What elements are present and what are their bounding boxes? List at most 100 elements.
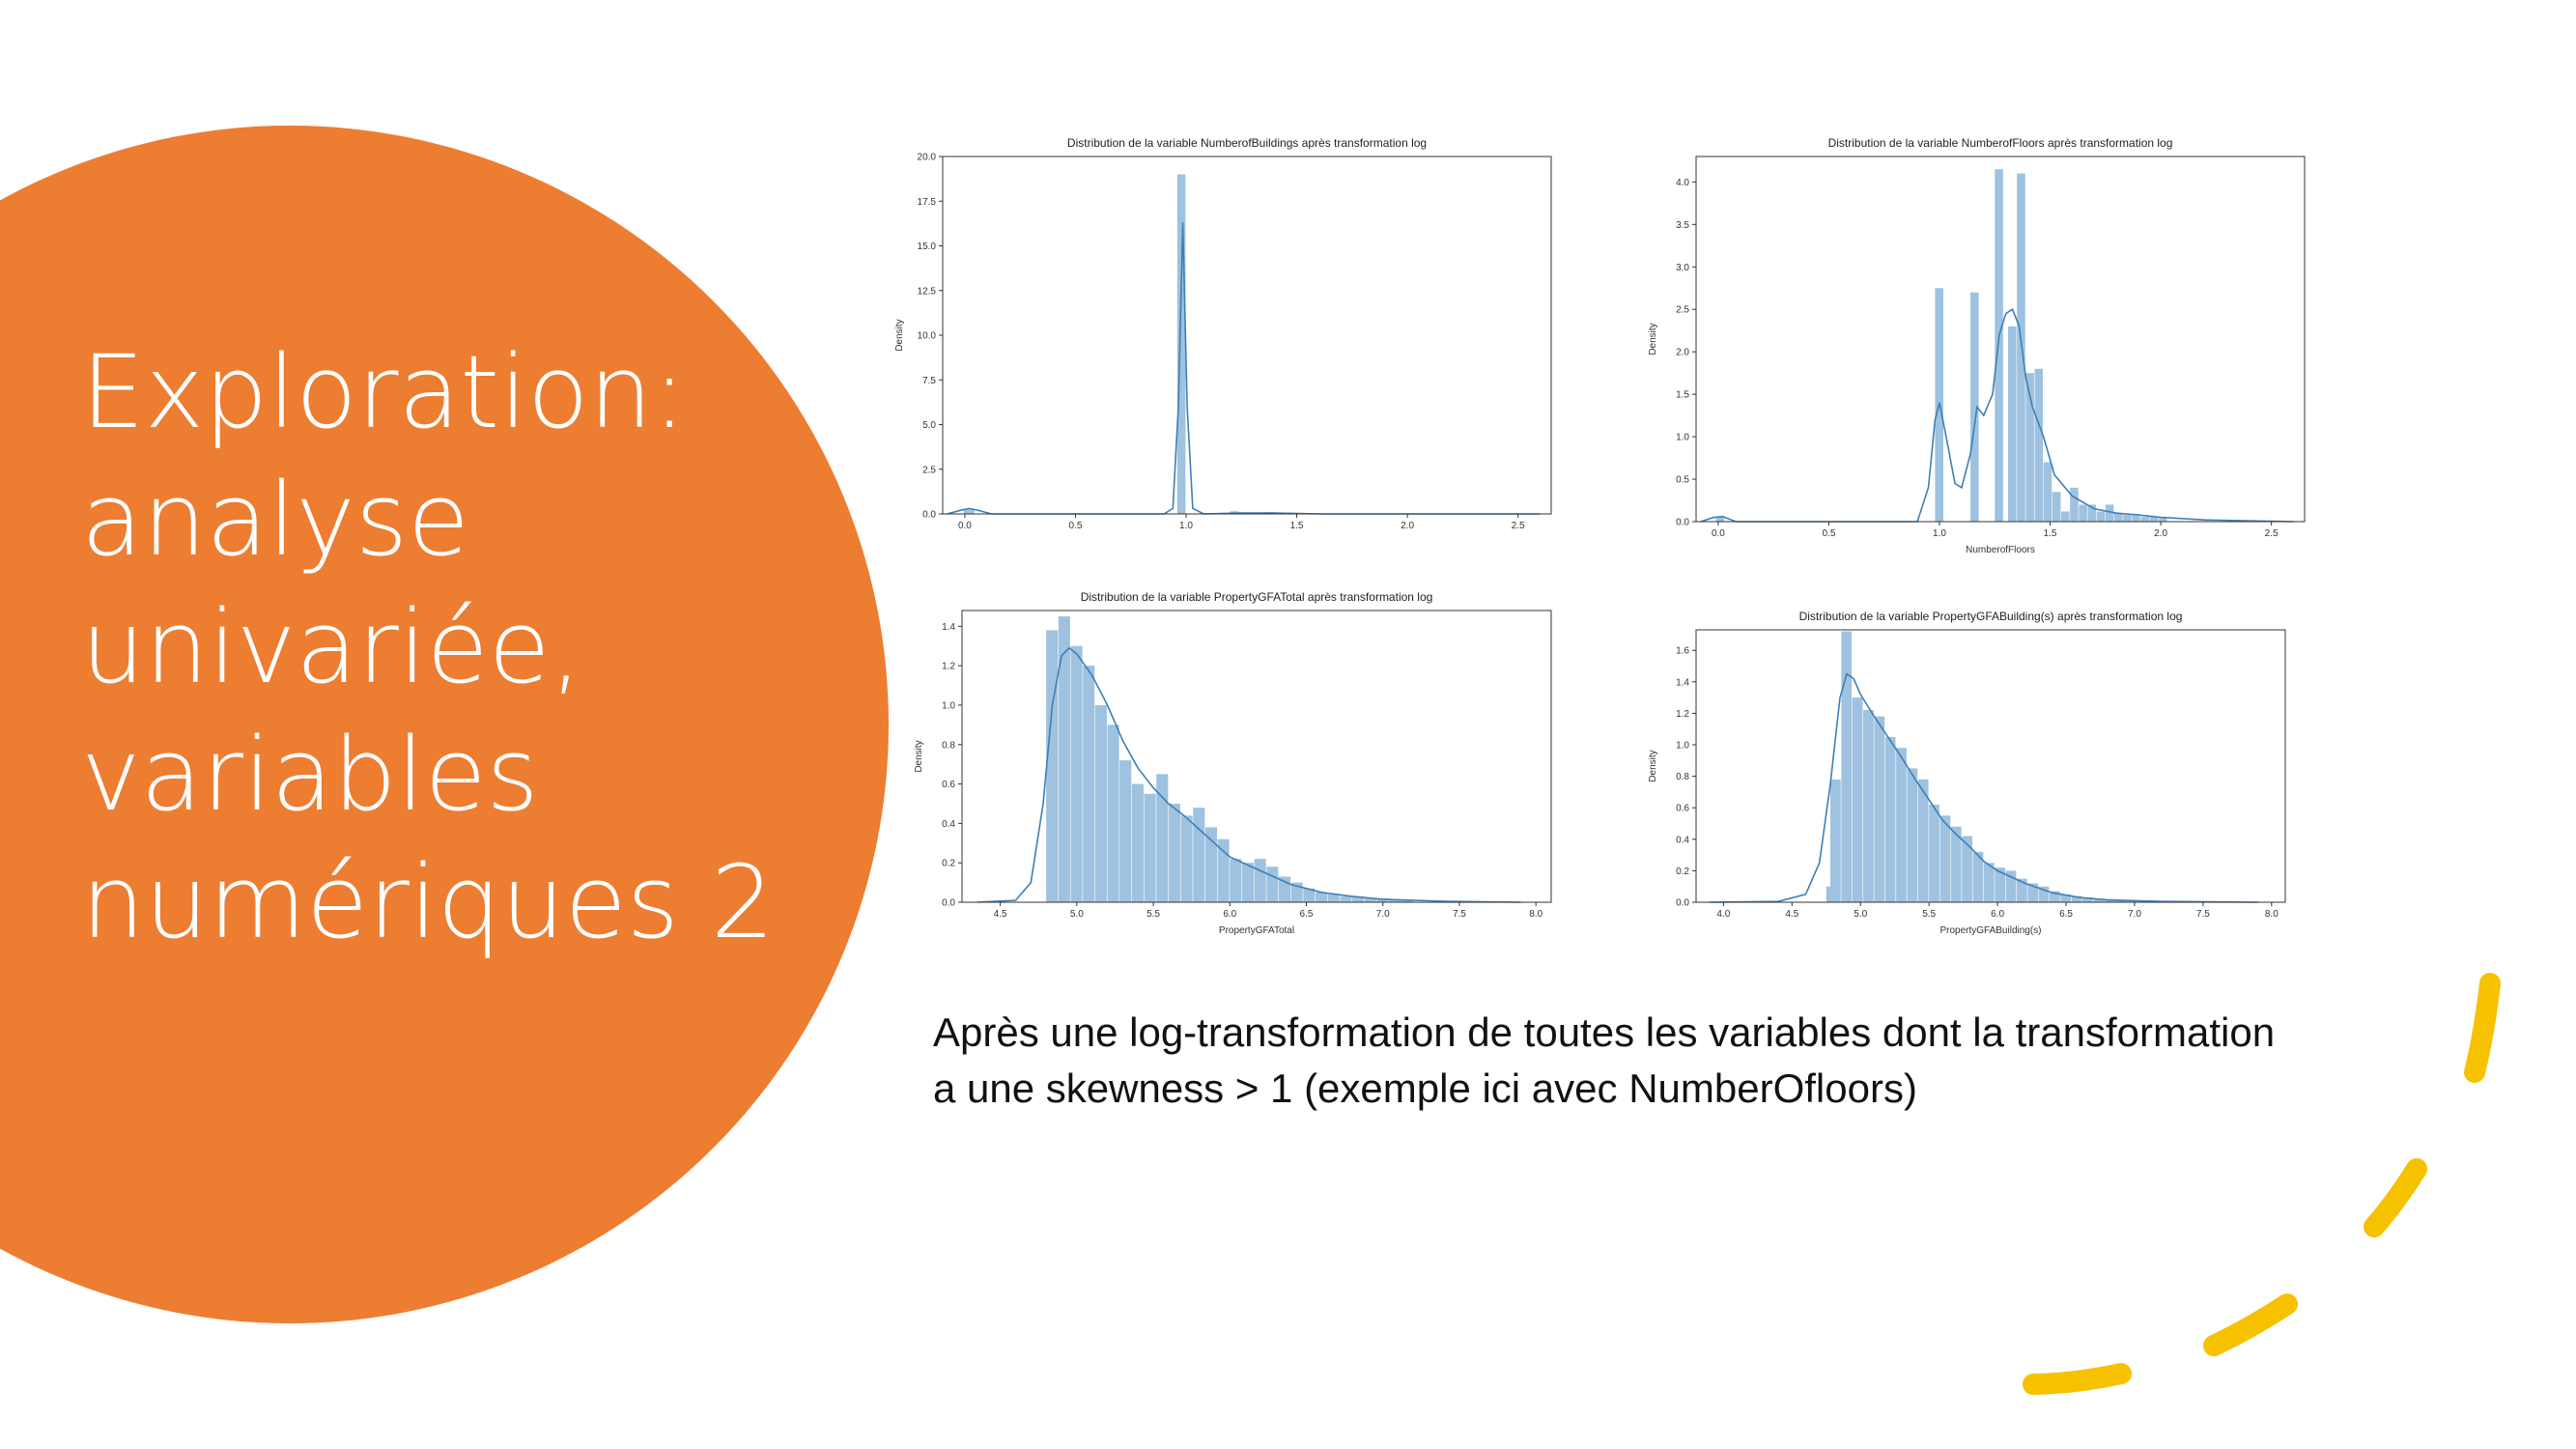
histogram-bar bbox=[1058, 616, 1070, 902]
y-tick-label: 1.0 bbox=[1676, 433, 1689, 443]
y-tick-label: 10.0 bbox=[918, 331, 937, 342]
histogram-bar bbox=[2123, 514, 2132, 522]
x-tick-label: 2.0 bbox=[1401, 521, 1414, 531]
y-tick-label: 0.5 bbox=[1676, 475, 1689, 486]
x-tick-label: 0.0 bbox=[958, 521, 972, 531]
y-tick-label: 0.4 bbox=[1676, 835, 1689, 845]
histogram-bar bbox=[2070, 487, 2079, 522]
y-tick-label: 4.0 bbox=[1676, 178, 1689, 188]
y-tick-label: 0.0 bbox=[1676, 898, 1689, 909]
histogram-bar bbox=[1254, 859, 1266, 902]
x-tick-label: 8.0 bbox=[1529, 909, 1543, 920]
histogram-bar bbox=[1852, 697, 1863, 902]
y-tick-label: 0.0 bbox=[942, 898, 955, 909]
histogram-bar bbox=[1983, 863, 1995, 902]
histogram-bar bbox=[1863, 710, 1874, 902]
histogram-bar bbox=[2050, 891, 2060, 902]
histogram-bar bbox=[2017, 173, 2025, 522]
histogram-bar bbox=[1303, 888, 1316, 902]
histogram-bar bbox=[1107, 724, 1119, 902]
histogram-bar bbox=[2093, 898, 2105, 902]
histogram-bar bbox=[1119, 760, 1132, 902]
y-tick-label: 0.6 bbox=[942, 780, 955, 790]
histogram-bar bbox=[2060, 894, 2072, 902]
x-tick-label: 2.5 bbox=[2265, 528, 2279, 539]
y-tick-label: 1.4 bbox=[942, 622, 955, 633]
y-tick-label: 2.5 bbox=[1676, 305, 1689, 316]
y-tick-label: 12.5 bbox=[918, 286, 937, 297]
histogram-bar bbox=[1995, 867, 2006, 902]
chart-numberoffloors: Distribution de la variable NumberofFloo… bbox=[1642, 131, 2318, 564]
orange-circle-shape bbox=[0, 126, 889, 1323]
x-tick-label: 7.0 bbox=[1376, 909, 1390, 920]
plot-frame bbox=[961, 610, 1552, 903]
x-tick-label: 7.0 bbox=[2128, 909, 2141, 920]
title-line: numériques 2 bbox=[81, 843, 776, 961]
chart-svg: Distribution de la variable PropertyGFAB… bbox=[1648, 610, 2286, 936]
kde-line bbox=[1700, 308, 2294, 523]
y-tick-label: 0.8 bbox=[1676, 772, 1689, 782]
x-tick-label: 6.5 bbox=[2059, 909, 2073, 920]
caption-line: Après une log-transformation de toutes l… bbox=[933, 1009, 2276, 1055]
chart-propertygfatotal: Distribution de la variable PropertyGFAT… bbox=[908, 585, 1565, 945]
histogram-bar bbox=[1830, 779, 1841, 902]
histogram-bar bbox=[2087, 504, 2097, 522]
slide-title: Exploration: analyse univariée, variable… bbox=[81, 328, 854, 966]
y-tick-label: 0.6 bbox=[1676, 804, 1689, 814]
y-tick-label: 7.5 bbox=[922, 376, 936, 386]
y-tick-label: 1.5 bbox=[1676, 390, 1689, 401]
plot-frame bbox=[1695, 156, 2306, 523]
y-axis-label: Density bbox=[894, 319, 905, 351]
x-tick-label: 2.0 bbox=[2154, 528, 2167, 539]
title-line: variables bbox=[81, 716, 539, 834]
histogram-bar bbox=[1230, 859, 1242, 902]
x-tick-label: 2.5 bbox=[1512, 521, 1525, 531]
histogram-bar bbox=[1939, 815, 1951, 902]
histogram-bar bbox=[2008, 326, 2017, 522]
x-tick-label: 7.5 bbox=[1453, 909, 1466, 920]
x-tick-label: 6.0 bbox=[1991, 909, 2004, 920]
caption-line: a une skewness > 1 (exemple ici avec Num… bbox=[933, 1065, 1917, 1111]
x-tick-label: 0.5 bbox=[1823, 528, 1836, 539]
histogram-bar bbox=[1241, 863, 1255, 902]
histogram-bar bbox=[1841, 631, 1853, 902]
histogram-bar bbox=[2043, 462, 2052, 522]
y-tick-label: 0.4 bbox=[942, 819, 955, 830]
y-tick-label: 15.0 bbox=[918, 242, 937, 252]
histogram-bar bbox=[1327, 894, 1340, 902]
histogram-bar bbox=[1046, 630, 1059, 902]
histogram-bar bbox=[2016, 878, 2027, 902]
x-tick-label: 6.0 bbox=[1223, 909, 1236, 920]
bars-group bbox=[1826, 631, 2137, 902]
bars-group bbox=[1046, 616, 1413, 902]
y-axis-label: Density bbox=[1648, 750, 1658, 781]
chart-title: Distribution de la variable PropertyGFAT… bbox=[1081, 590, 1433, 604]
x-tick-label: 4.0 bbox=[1716, 909, 1730, 920]
y-tick-label: 0.8 bbox=[942, 740, 955, 751]
histogram-bar bbox=[2038, 886, 2050, 902]
histogram-bar bbox=[1266, 867, 1279, 902]
histogram-bar bbox=[2025, 373, 2034, 522]
x-tick-label: 0.0 bbox=[1712, 528, 1725, 539]
histogram-bar bbox=[1180, 815, 1193, 902]
histogram-bar bbox=[1193, 808, 1205, 902]
kde-line bbox=[1710, 672, 2258, 903]
x-tick-label: 8.0 bbox=[2265, 909, 2279, 920]
y-tick-label: 1.2 bbox=[1676, 709, 1689, 720]
yellow-dash-shape bbox=[2364, 1158, 2427, 1237]
histogram-bar bbox=[1950, 826, 1962, 902]
y-tick-label: 2.5 bbox=[922, 465, 936, 475]
chart-title: Distribution de la variable NumberofFloo… bbox=[1828, 136, 2173, 150]
x-tick-label: 5.5 bbox=[1922, 909, 1936, 920]
histogram-bar bbox=[2132, 514, 2140, 522]
yellow-dash-shape bbox=[2203, 1293, 2298, 1356]
histogram-bar bbox=[1376, 897, 1389, 902]
y-tick-label: 3.0 bbox=[1676, 263, 1689, 273]
yellow-dash-shape bbox=[2464, 973, 2501, 1083]
chart-title: Distribution de la variable NumberofBuil… bbox=[1067, 136, 1427, 150]
chart-svg: Distribution de la variable NumberofBuil… bbox=[894, 136, 1552, 531]
y-tick-label: 2.0 bbox=[1676, 348, 1689, 358]
histogram-bar bbox=[1995, 169, 2003, 523]
histogram-bar bbox=[2140, 516, 2150, 522]
y-tick-label: 0.0 bbox=[922, 510, 936, 521]
